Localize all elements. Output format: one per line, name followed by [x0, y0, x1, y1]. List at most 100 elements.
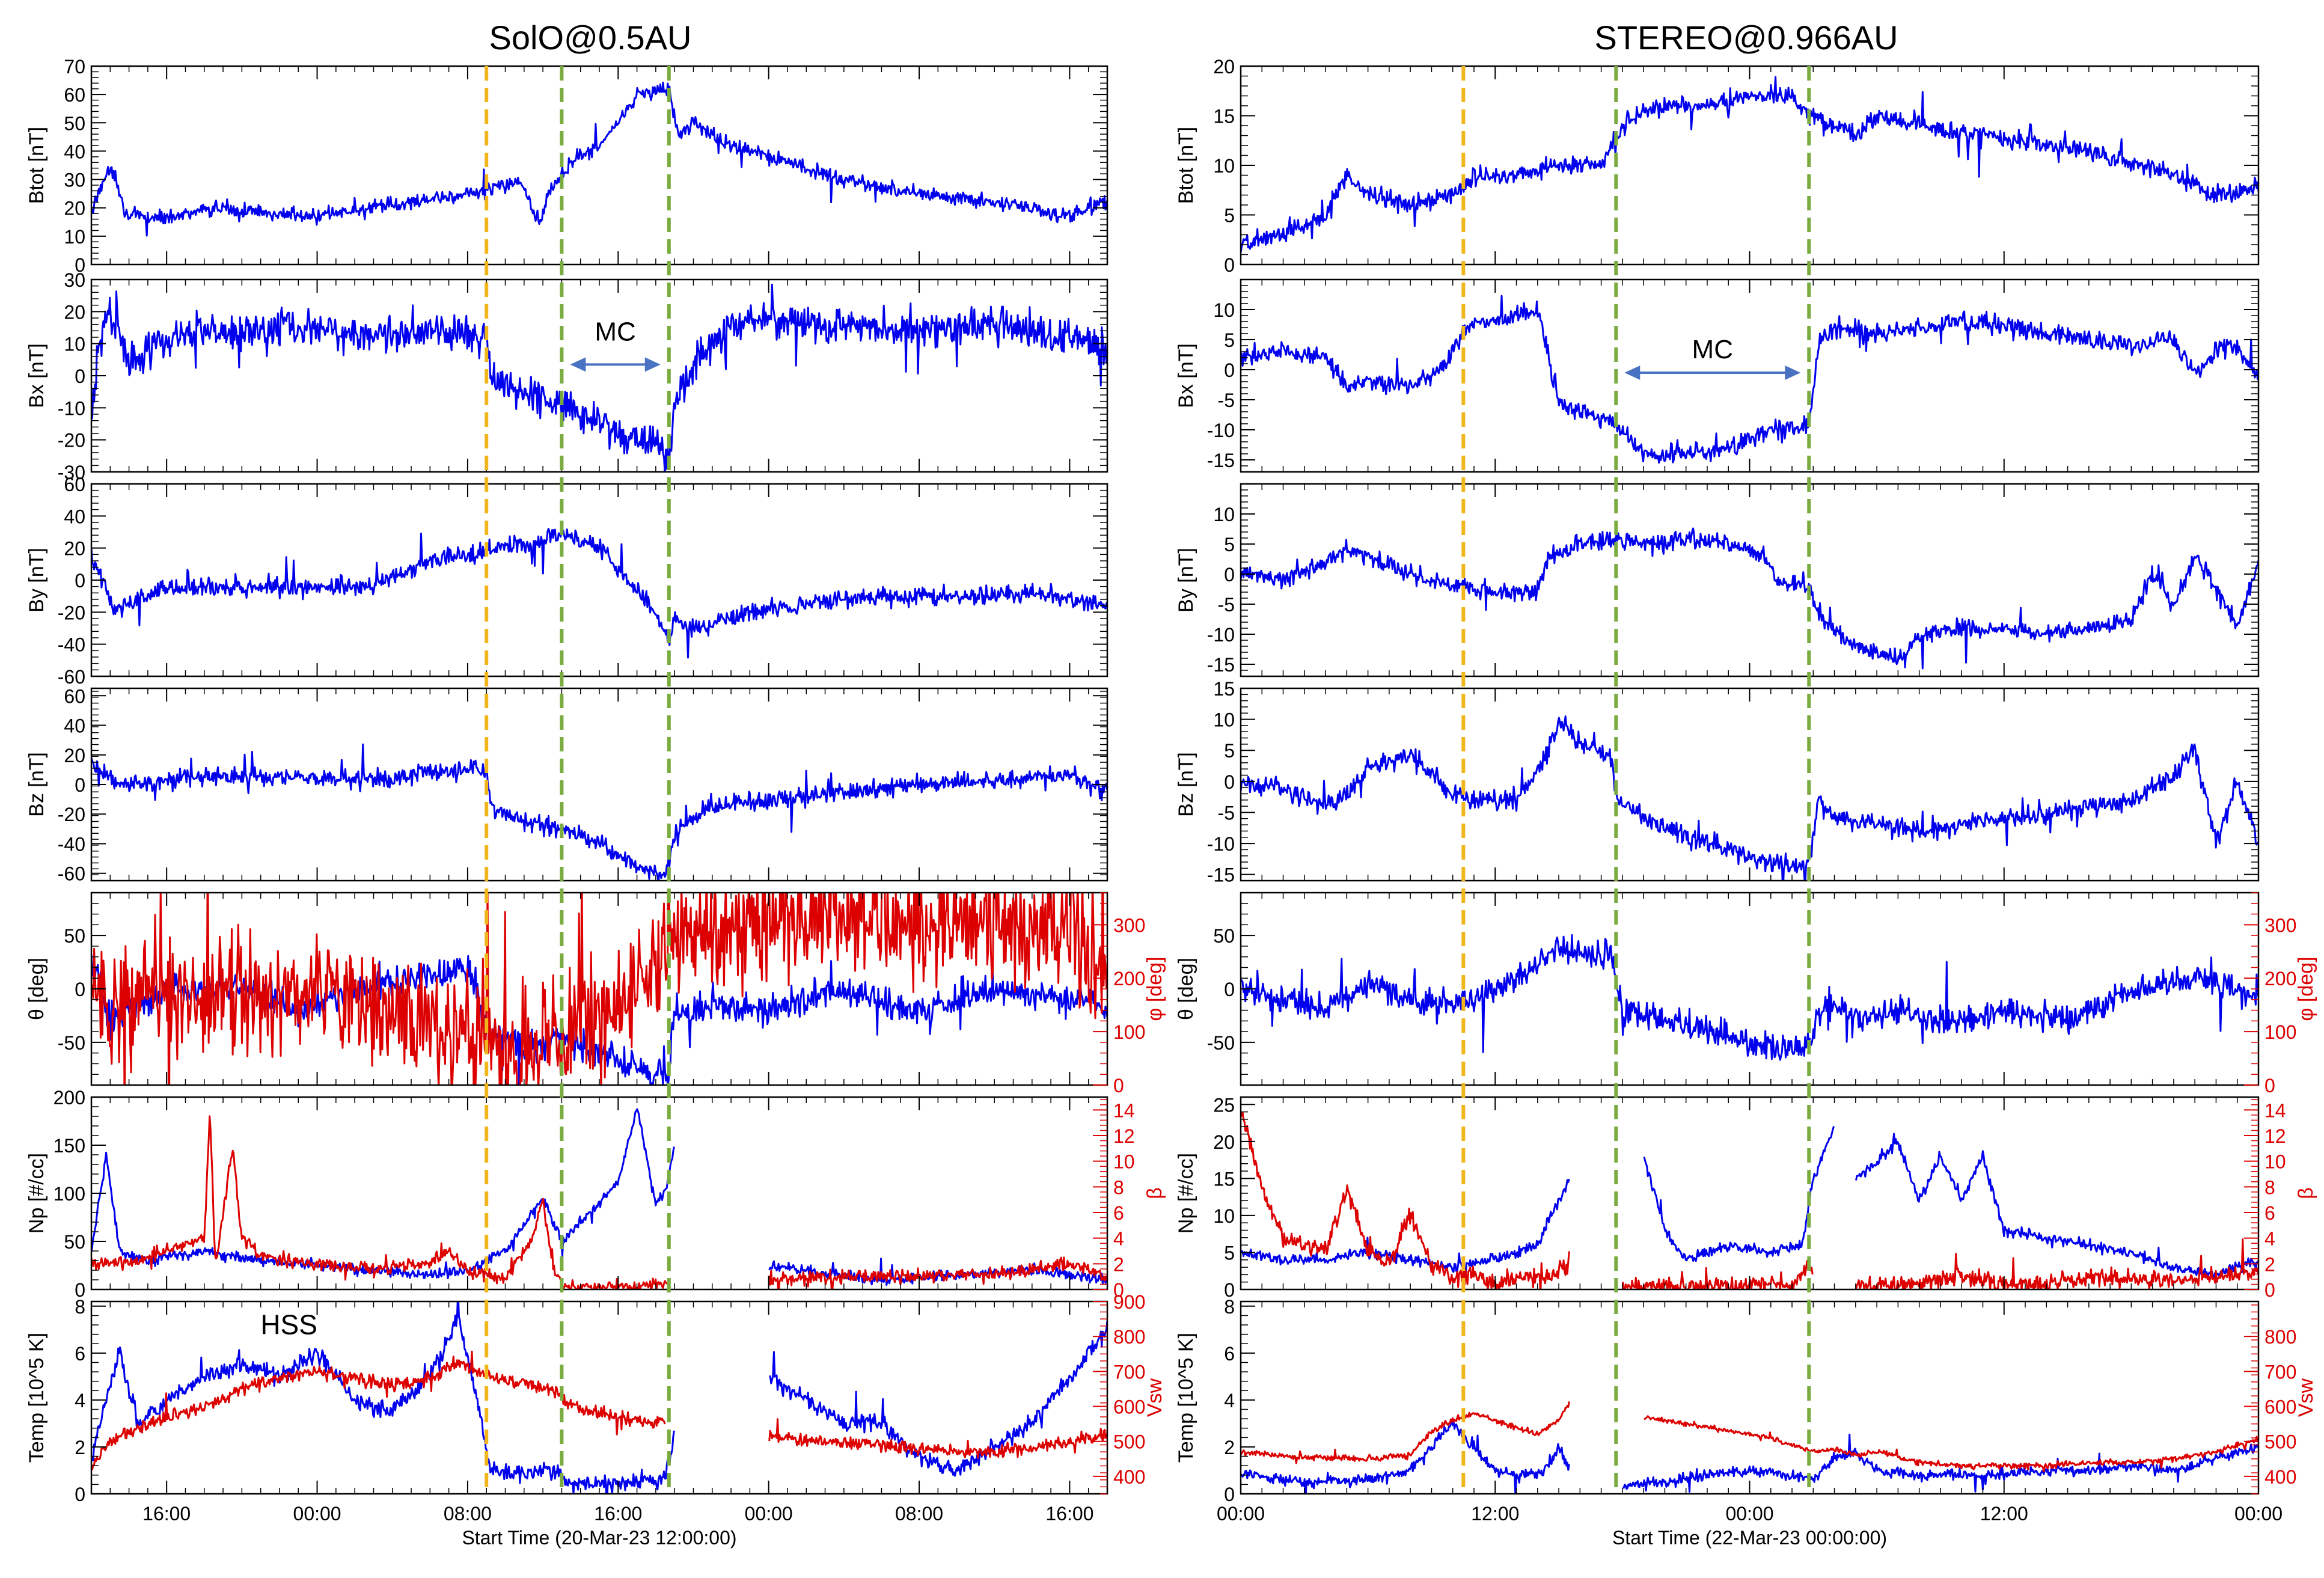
solo-series-By-line [91, 528, 1107, 659]
y-tick-label: -60 [58, 666, 85, 688]
solo-panel-4: -60 -40 -20 0 20 40 60 Bz [nT] [25, 685, 1108, 885]
stereo-series-Bx-line [1241, 295, 2258, 464]
y-tick-label: -10 [1207, 420, 1235, 441]
y-tick-label: 50 [64, 925, 85, 947]
y-tick-label: 50 [64, 1231, 85, 1253]
mc-arrow-head-left [1624, 365, 1641, 380]
y2-tick-label: 300 [1113, 914, 1145, 936]
y-tick-label: 100 [54, 1183, 85, 1205]
y-tick-label: 20 [64, 745, 85, 766]
y-axis-label: Temp [10^5 K] [25, 1333, 48, 1463]
y-tick-label: 5 [1224, 1242, 1235, 1264]
y2-tick-label: 0 [2264, 1279, 2275, 1301]
y2-tick-label: 700 [1113, 1361, 1145, 1383]
y-tick-label: 60 [64, 84, 85, 106]
y-tick-label: 0 [75, 1484, 85, 1505]
y-tick-label: 8 [1224, 1296, 1235, 1318]
y-tick-label: 0 [75, 774, 85, 796]
y-tick-label: -15 [1207, 864, 1235, 886]
x-axis-label: Start Time (20-Mar-23 12:00:00) [462, 1527, 736, 1549]
y-tick-label: -15 [1207, 450, 1235, 471]
y-tick-label: 10 [1213, 709, 1235, 731]
stereo-panel-5: -50 0 50 θ [deg] 0 100 200 300 φ [deg] [1175, 891, 2317, 1096]
y-tick-label: 5 [1224, 534, 1235, 555]
y-tick-label: -20 [58, 430, 85, 451]
y2-tick-label: 12 [1113, 1125, 1135, 1147]
y-tick-label: 50 [1213, 925, 1235, 947]
y-tick-label: -20 [58, 602, 85, 623]
y2-tick-label: 12 [2264, 1125, 2286, 1147]
y-tick-label: -15 [1207, 654, 1235, 676]
y-axis-label: θ [deg] [1175, 958, 1197, 1020]
stereo-panel-6: 0 5 10 15 20 25 Np [#/cc] 0 2 4 6 8 10 12 14 β [1175, 1094, 2317, 1301]
y-tick-label: -5 [1218, 802, 1235, 824]
y-tick-label: 200 [54, 1087, 85, 1109]
y2-tick-label: 700 [2264, 1361, 2296, 1383]
y-tick-label: -5 [1218, 594, 1235, 616]
y-tick-label: 5 [1224, 329, 1235, 351]
y-tick-label: 2 [75, 1437, 85, 1458]
y-tick-label: 20 [1213, 1131, 1235, 1153]
y2-tick-label: 14 [1113, 1099, 1135, 1121]
y-tick-label: 0 [75, 1279, 85, 1301]
x-tick-label: 08:00 [895, 1503, 943, 1524]
x-tick-label: 08:00 [444, 1503, 492, 1524]
stereo-panel-4: -15 -10 -5 0 5 10 15 Bz [nT] [1175, 678, 2260, 886]
y-axis-label: Bz [nT] [25, 752, 48, 817]
y2-tick-label: 0 [2264, 1075, 2275, 1096]
y-tick-label: 0 [1224, 979, 1235, 1000]
y2-tick-label: 500 [2264, 1431, 2296, 1453]
y2-tick-label: 6 [2264, 1202, 2275, 1224]
y-axis-label: θ [deg] [25, 958, 48, 1020]
y-tick-label: 0 [75, 570, 85, 592]
x-tick-label: 12:00 [1471, 1503, 1519, 1524]
y2-tick-label: 8 [1113, 1176, 1124, 1198]
y-axis-label: Btot [nT] [1175, 127, 1197, 204]
y2-tick-label: 500 [1113, 1431, 1145, 1453]
mc-label: MC [1692, 335, 1733, 364]
stereo-panel-7: 0 2 4 6 8 Temp [10^5 K] 400 500 600 700 800 Vsw [1175, 1296, 2317, 1505]
y2-tick-label: 800 [1113, 1326, 1145, 1348]
y-tick-label: 6 [1224, 1343, 1235, 1365]
y2-tick-label: 100 [1113, 1021, 1145, 1043]
mc-arrow-head-left [570, 357, 586, 372]
y2-tick-label: 600 [1113, 1396, 1145, 1418]
x-tick-label: 12:00 [1980, 1503, 2028, 1524]
y-tick-label: -10 [1207, 624, 1235, 646]
x-tick-label: 00:00 [1217, 1503, 1265, 1524]
y-tick-label: 40 [64, 715, 85, 737]
y2-tick-label: 200 [2264, 968, 2296, 989]
y-tick-label: 60 [64, 685, 85, 707]
stereo-series-Btot-line [1241, 76, 2258, 253]
stereo-series-θ-line [1241, 934, 2258, 1061]
y-tick-label: 4 [1224, 1390, 1235, 1411]
mc-arrow-head-right [644, 357, 661, 372]
y-tick-label: -30 [58, 462, 85, 483]
y-tick-label: 0 [75, 254, 85, 276]
solo-panel-5: -50 0 50 θ [deg] 0 100 200 300 φ [deg] [25, 891, 1166, 1096]
y-axis-label: Np [#/cc] [1175, 1153, 1197, 1234]
y-tick-label: 15 [1213, 678, 1235, 700]
y-tick-label: 150 [54, 1135, 85, 1157]
y-tick-label: 5 [1224, 740, 1235, 762]
y-tick-label: 70 [64, 56, 85, 78]
y2-tick-label: 4 [2264, 1228, 2275, 1250]
y-tick-label: 15 [1213, 1168, 1235, 1190]
stereo-series-Np-line [1241, 1126, 2258, 1280]
solo-panel-7: 0 2 4 6 8 Temp [10^5 K] 400 500 600 700 800 900 Vsw [25, 1291, 1166, 1505]
stereo-series-β-line [1241, 1112, 2258, 1289]
y-tick-label: 0 [75, 979, 85, 1000]
y2-tick-label: 400 [2264, 1466, 2296, 1488]
y-tick-label: 25 [1213, 1094, 1235, 1116]
solo-series-Temp-line [91, 1301, 1107, 1494]
y2-axis-label: Vsw [2295, 1378, 2317, 1417]
left-figure-title: SolO@0.5AU [489, 19, 692, 57]
y2-tick-label: 6 [1113, 1202, 1124, 1224]
y-tick-label: 0 [1224, 1279, 1235, 1301]
y-tick-label: -50 [1207, 1032, 1235, 1054]
y-tick-label: 10 [64, 226, 85, 248]
y-tick-label: 10 [1213, 1205, 1235, 1227]
